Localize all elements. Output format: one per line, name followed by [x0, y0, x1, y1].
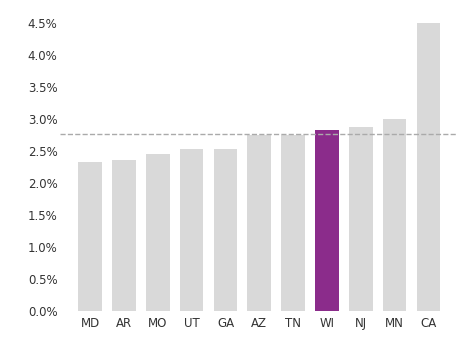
Bar: [112, 160, 136, 311]
Bar: [417, 23, 440, 311]
Bar: [349, 127, 373, 311]
Bar: [78, 162, 102, 311]
Bar: [281, 135, 305, 311]
Bar: [180, 149, 203, 311]
Bar: [146, 154, 169, 311]
Bar: [247, 135, 271, 311]
Bar: [213, 149, 238, 311]
Bar: [315, 130, 339, 311]
Bar: [383, 119, 407, 311]
